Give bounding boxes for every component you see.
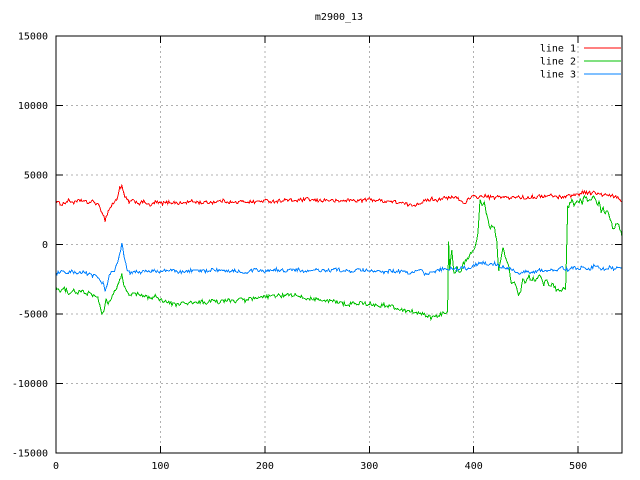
series-line-2 [55,194,623,322]
y-tick-label: -10000 [12,379,48,390]
y-tick-label: 15000 [18,32,48,43]
x-tick-label: 200 [256,461,274,472]
x-tick-label: 0 [53,461,59,472]
legend-label: line 3 [540,70,576,81]
axis-ticks [55,35,622,454]
series-line-1 [55,183,623,222]
x-tick-label: 300 [360,461,378,472]
y-tick-label: 0 [42,240,48,251]
y-tick-label: -5000 [18,310,48,321]
x-tick-label: 500 [569,461,587,472]
legend-label: line 2 [540,57,576,68]
series-line-3 [55,242,623,292]
y-tick-label: 10000 [18,101,48,112]
axis-tick-labels: -15000 -10000 -5000 0 5000 10000 15000 0 100 200 3… [12,32,587,473]
x-tick-label: 400 [465,461,483,472]
x-tick-label: 100 [151,461,169,472]
data-series [55,183,623,322]
gridlines [56,36,622,453]
legend-label: line 1 [540,44,576,55]
legend: line 1 line 2 line 3 [540,44,621,81]
y-tick-label: -15000 [12,449,48,460]
y-tick-label: 5000 [24,171,48,182]
chart-title: m2900_13 [315,12,363,23]
